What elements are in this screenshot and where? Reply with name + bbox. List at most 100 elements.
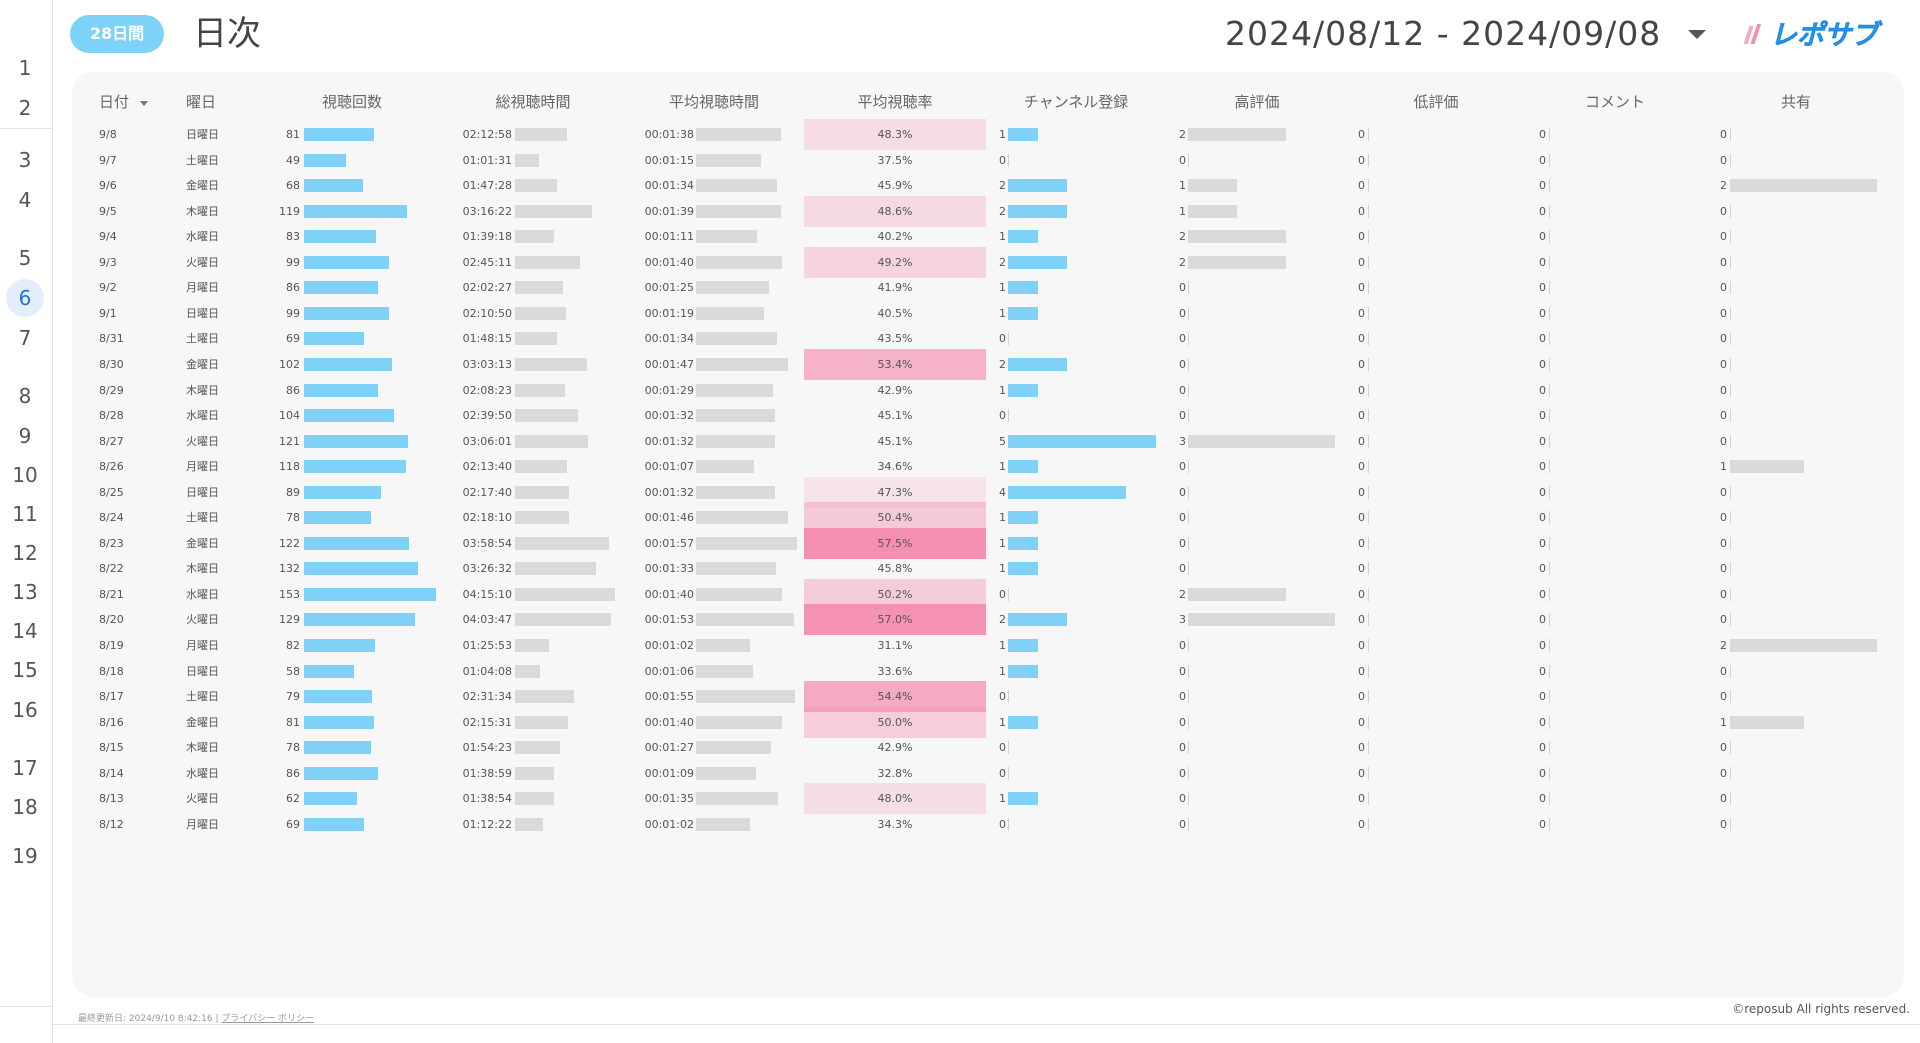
chevron-down-icon[interactable] (1688, 30, 1706, 39)
comments-value: 0 (1539, 741, 1546, 755)
comments-bar-zero (1549, 715, 1550, 729)
date-cell: 8/26 (99, 460, 124, 474)
weekday-cell: 土曜日 (186, 332, 219, 346)
page-number-12[interactable]: 12 (0, 533, 50, 573)
avg-watch-bar (696, 204, 781, 218)
likes-value: 2 (1179, 587, 1186, 601)
page-number-4[interactable]: 4 (0, 180, 50, 220)
sort-descending-icon[interactable] (140, 101, 148, 106)
shares-value: 1 (1720, 715, 1727, 729)
page-number-10[interactable]: 10 (0, 455, 50, 495)
column-header[interactable]: 高評価 (1234, 93, 1280, 111)
watch-time-value: 04:03:47 (462, 613, 512, 627)
column-header[interactable]: コメント (1584, 93, 1646, 111)
subscribers-bar-zero (1008, 332, 1009, 346)
avg-watch-bar (696, 587, 782, 601)
avg-watch-value: 00:01:53 (644, 613, 694, 627)
watch-time-bar (515, 511, 569, 525)
page-number-19[interactable]: 19 (0, 836, 50, 876)
watch-time-value: 01:54:23 (462, 741, 512, 755)
page-number-2[interactable]: 2 (0, 88, 50, 128)
page-number-13[interactable]: 13 (0, 572, 50, 612)
table-row: 8/12 月曜日 69 01:12:22 00:01:02 34.3% 0 0 0 0 0 (72, 809, 1904, 840)
weekday-cell: 水曜日 (186, 766, 219, 780)
date-range-selector[interactable]: 2024/08/12 - 2024/09/08 (1225, 14, 1662, 53)
page-number-1[interactable]: 1 (0, 48, 50, 88)
views-value: 99 (286, 255, 300, 269)
column-header[interactable]: 曜日 (186, 93, 217, 111)
page-number-18[interactable]: 18 (0, 787, 50, 827)
avg-watch-bar (696, 306, 764, 320)
comments-value: 0 (1539, 587, 1546, 601)
page-number-6[interactable]: 6 (0, 278, 50, 318)
column-header[interactable]: 視聴回数 (321, 93, 383, 111)
views-bar (304, 409, 394, 423)
views-bar (304, 766, 378, 780)
column-header[interactable]: 平均視聴率 (857, 93, 933, 111)
page-number-11[interactable]: 11 (0, 494, 50, 534)
subscribers-value: 1 (999, 128, 1006, 141)
table-row: 9/6 金曜日 68 01:47:28 00:01:34 45.9% 2 1 0 0 2 (72, 170, 1904, 201)
logo-text: レポサブ (1770, 20, 1883, 51)
avg-watch-value: 00:01:39 (644, 204, 694, 218)
watch-time-value: 01:01:31 (462, 153, 512, 167)
column-header[interactable]: 低評価 (1413, 93, 1459, 111)
dislikes-bar-zero (1368, 434, 1369, 448)
page-number-16[interactable]: 16 (0, 690, 50, 730)
watch-time-bar (515, 357, 587, 371)
page-number-15[interactable]: 15 (0, 650, 50, 690)
column-header[interactable]: 総視聴時間 (495, 93, 571, 111)
weekday-cell: 火曜日 (186, 792, 219, 806)
table-row: 8/30 金曜日 102 03:03:13 00:01:47 53.4% 2 0 0 0 0 (72, 348, 1904, 380)
comments-value: 0 (1539, 434, 1546, 448)
period-badge[interactable]: 28日間 (70, 15, 164, 53)
dislikes-bar-zero (1368, 690, 1369, 704)
page-number-8[interactable]: 8 (0, 376, 50, 416)
views-bar (304, 690, 372, 704)
column-header[interactable]: 日付 (99, 93, 130, 111)
shares-value: 0 (1720, 409, 1727, 423)
subscribers-value: 1 (999, 511, 1006, 525)
date-cell: 8/24 (99, 511, 124, 525)
privacy-policy-link[interactable]: プライバシー ポリシー (221, 1014, 315, 1024)
avg-watch-bar (696, 460, 754, 474)
shares-value: 0 (1720, 664, 1727, 678)
avg-watch-bar (696, 128, 781, 141)
subscribers-bar-zero (1008, 587, 1009, 601)
views-value: 99 (286, 306, 300, 320)
shares-bar-zero (1730, 587, 1731, 601)
table-row: 9/7 土曜日 49 01:01:31 00:01:15 37.5% 0 0 0 0 0 (72, 145, 1904, 176)
page-number-9[interactable]: 9 (0, 416, 50, 456)
comments-bar-zero (1549, 613, 1550, 627)
dislikes-bar-zero (1368, 332, 1369, 346)
weekday-cell: 火曜日 (186, 613, 219, 627)
weekday-cell: 金曜日 (186, 179, 219, 193)
avg-watch-value: 00:01:55 (644, 690, 694, 704)
comments-value: 0 (1539, 332, 1546, 346)
page-number-17[interactable]: 17 (0, 748, 50, 788)
page-number-14[interactable]: 14 (0, 611, 50, 651)
column-header[interactable]: 共有 (1780, 93, 1812, 111)
page-number-5[interactable]: 5 (0, 238, 50, 278)
avg-rate-cell: 32.8% (877, 766, 913, 780)
dislikes-bar-zero (1368, 817, 1369, 831)
avg-watch-bar (696, 741, 771, 755)
page-number-label: 16 (12, 698, 38, 722)
daily-stats-table: 日付 曜日 視聴回数 総視聴時間 平均視聴時間 平均視聴率 チャンネル登録 高評価 低評価 コメン… (72, 72, 1904, 997)
table-row: 8/28 水曜日 104 02:39:50 00:01:32 45.1% 0 0 0 0 0 (72, 400, 1904, 431)
watch-time-bar (515, 434, 588, 448)
page-number-3[interactable]: 3 (0, 140, 50, 180)
likes-value: 0 (1179, 690, 1186, 704)
watch-time-value: 01:47:28 (462, 179, 512, 193)
subscribers-value: 1 (999, 664, 1006, 678)
comments-bar-zero (1549, 153, 1550, 167)
column-header[interactable]: 平均視聴時間 (668, 93, 760, 111)
likes-bar-zero (1188, 485, 1189, 499)
column-header[interactable]: チャンネル登録 (1023, 93, 1129, 111)
views-bar (304, 204, 407, 218)
comments-bar-zero (1549, 741, 1550, 755)
table-row: 8/24 土曜日 78 02:18:10 00:01:46 50.4% 1 0 0 0 0 (72, 502, 1904, 534)
page-number-7[interactable]: 7 (0, 318, 50, 358)
comments-bar-zero (1549, 511, 1550, 525)
likes-bar-zero (1188, 511, 1189, 525)
